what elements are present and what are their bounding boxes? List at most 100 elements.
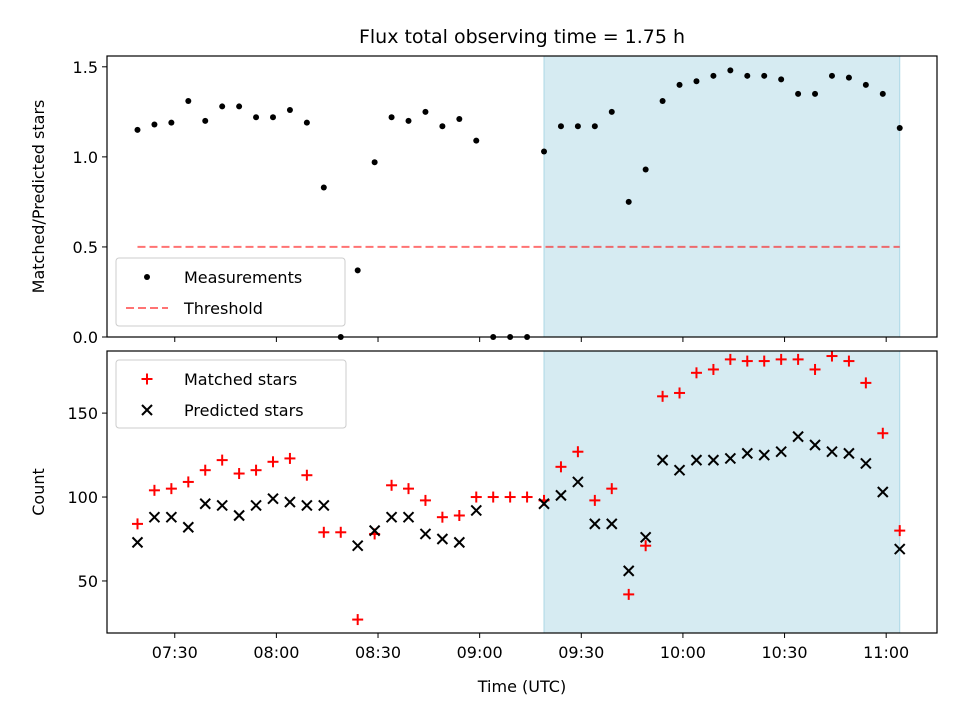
matched-point xyxy=(724,353,736,365)
measurement-point xyxy=(778,76,785,83)
measurement-point xyxy=(744,72,751,79)
x-b xyxy=(351,540,364,552)
x-tick-label: 07:30 xyxy=(152,643,198,662)
x-b xyxy=(843,447,855,460)
x-b xyxy=(233,509,245,522)
predicted-point xyxy=(351,540,364,552)
matched-point xyxy=(487,491,499,503)
x-b xyxy=(419,528,432,540)
x-b xyxy=(555,489,567,502)
matched-point xyxy=(640,540,652,552)
predicted-point xyxy=(402,511,415,523)
x-b xyxy=(606,518,618,530)
x-tick-label: 09:30 xyxy=(558,643,604,662)
matched-point xyxy=(572,446,584,458)
matched-point xyxy=(521,491,533,503)
x-b xyxy=(470,504,482,517)
predicted-point xyxy=(775,446,787,458)
legend: Measurements Threshold xyxy=(115,257,346,327)
predicted-point xyxy=(453,536,466,549)
x-b xyxy=(148,511,161,523)
measurement-point xyxy=(320,184,327,191)
x-b xyxy=(724,452,737,465)
x-b xyxy=(673,464,686,476)
x-tick-label: 10:30 xyxy=(761,643,807,662)
y-axis-label: Matched/Predicted stars xyxy=(29,100,48,294)
matched-point xyxy=(504,491,516,503)
measurement-point xyxy=(219,103,226,110)
x-tick-label: 09:00 xyxy=(457,643,503,662)
predicted-point xyxy=(809,439,821,451)
predicted-point xyxy=(690,454,703,466)
observing-window-shade xyxy=(543,55,901,338)
predicted-point xyxy=(216,499,228,512)
predicted-point xyxy=(250,499,262,512)
legend-label: Measurements xyxy=(184,268,302,287)
measurement-point xyxy=(659,98,666,105)
x-tick-label: 08:00 xyxy=(253,643,299,662)
predicted-point xyxy=(284,496,296,508)
measurement-point xyxy=(473,137,480,144)
x-b xyxy=(318,499,330,512)
bottom-panel: 50 100 150 07:30 08:00 08:30 09:00 09:30 10:00 10… xyxy=(29,350,938,696)
legend-marker xyxy=(141,373,153,385)
x-b xyxy=(894,543,906,555)
x-b xyxy=(453,536,466,549)
measurement-point xyxy=(286,107,293,114)
x-b xyxy=(741,447,753,460)
predicted-point xyxy=(877,486,889,498)
x-b xyxy=(368,524,381,537)
series-matched-stars xyxy=(131,350,906,626)
figure-title: Flux total observing time = 1.75 h xyxy=(359,26,685,48)
x-b xyxy=(826,446,838,458)
matched-point xyxy=(233,468,245,480)
x-b xyxy=(792,430,804,443)
matched-point xyxy=(758,355,770,367)
measurement-point xyxy=(270,114,276,121)
x-tick-label: 10:00 xyxy=(660,643,706,662)
measurement-point xyxy=(862,81,869,88)
predicted-point xyxy=(843,447,855,460)
measurement-point xyxy=(388,114,395,121)
x-b xyxy=(538,498,550,510)
x-b xyxy=(572,476,584,488)
x-b xyxy=(809,439,821,451)
matched-point xyxy=(623,588,635,600)
measurement-point xyxy=(828,72,835,79)
x-b xyxy=(690,454,703,466)
measurement-point xyxy=(693,78,700,85)
matched-point xyxy=(335,526,347,538)
measurement-point xyxy=(608,108,615,115)
predicted-point xyxy=(826,446,838,458)
predicted-point xyxy=(385,511,398,523)
matched-point xyxy=(436,511,448,523)
measurement-point xyxy=(202,117,209,124)
matched-point xyxy=(403,483,415,495)
measurement-point xyxy=(896,125,903,132)
legend-marker xyxy=(144,274,150,280)
measurement-point xyxy=(642,166,649,173)
x-b xyxy=(402,511,415,523)
matched-point xyxy=(419,494,431,506)
legend-box xyxy=(115,257,346,327)
predicted-point xyxy=(724,452,737,465)
predicted-point xyxy=(589,518,601,530)
legend: Matched stars Predicted stars xyxy=(115,359,347,429)
matched-point xyxy=(809,363,821,375)
top-panel: 0.0 0.5 1.0 1.5 Matched/Predicted stars Measu… xyxy=(29,55,938,347)
matched-point xyxy=(267,456,279,468)
matched-point xyxy=(216,454,228,466)
measurement-point xyxy=(422,108,429,115)
measurement-point xyxy=(405,117,412,124)
measurement-point xyxy=(557,123,564,130)
matched-point xyxy=(555,461,567,473)
x-tick-label: 08:30 xyxy=(355,643,401,662)
matched-point xyxy=(301,469,313,481)
predicted-point xyxy=(165,511,178,523)
y-tick-label: 150 xyxy=(67,404,98,423)
measurement-point xyxy=(879,90,886,97)
x-b xyxy=(623,565,635,577)
matched-point xyxy=(352,614,364,626)
x-b xyxy=(385,511,398,523)
measurement-point xyxy=(236,103,243,110)
